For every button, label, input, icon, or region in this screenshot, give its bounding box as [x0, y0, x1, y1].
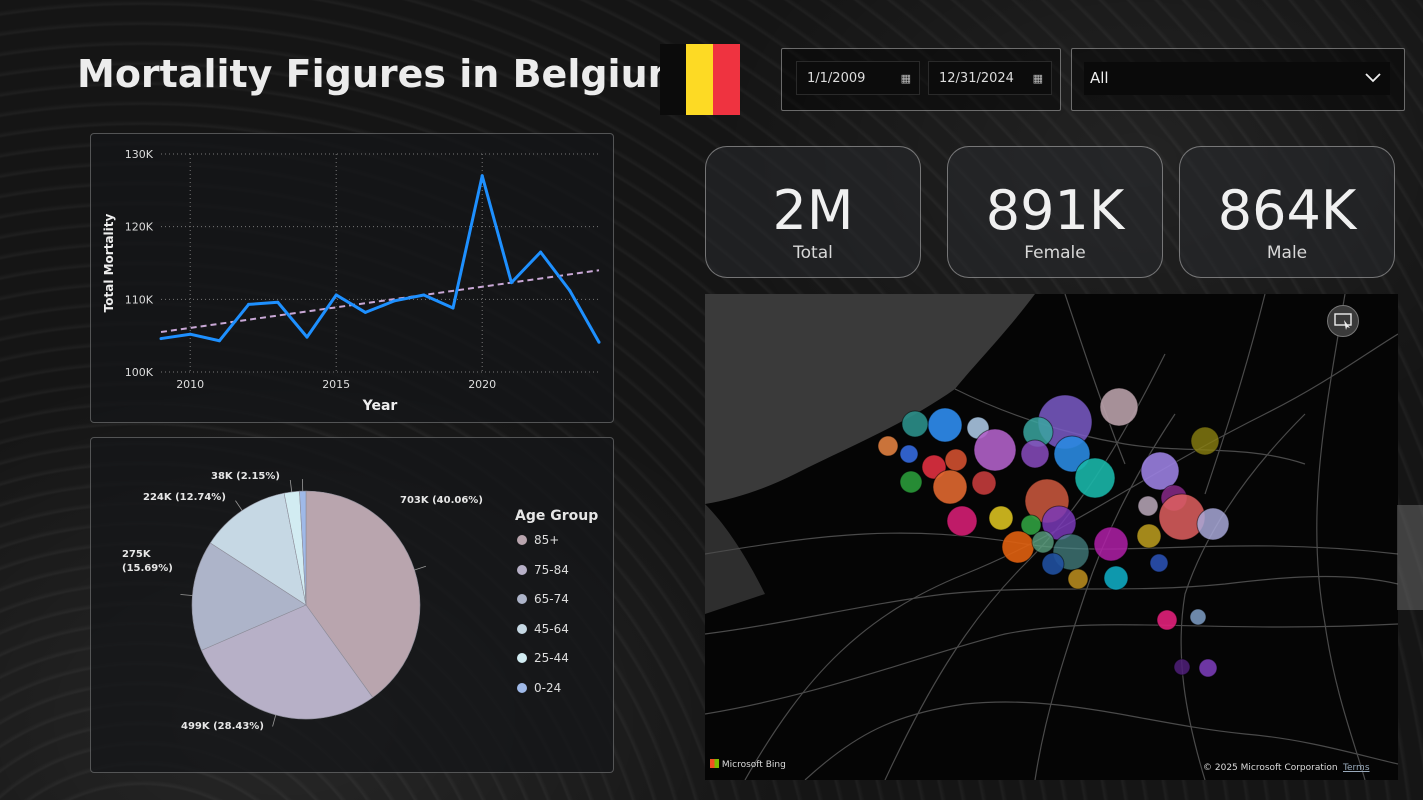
map-visual[interactable]: Microsoft Bing © 2025 Microsoft Corporat… [705, 294, 1398, 780]
data-point [247, 302, 251, 306]
x-axis-title: Year [362, 398, 398, 414]
pie-slice [209, 492, 307, 606]
data-point [451, 306, 455, 310]
legend-item[interactable]: 0-24 [517, 680, 561, 696]
bing-logo: Microsoft Bing [710, 759, 786, 770]
leader-line [180, 594, 193, 596]
age-group-pie-chart[interactable] [90, 437, 612, 771]
line-chart-panel: 100K 110K 120K 130K 2010 2015 2020 Year Total Mo… [90, 133, 614, 423]
pie-label-25-44: 38K (2.15%) [211, 471, 280, 482]
pie-slice [305, 490, 421, 698]
legend-label: 65-74 [534, 592, 569, 606]
focus-mode-icon[interactable] [1327, 305, 1359, 337]
date-range-slicer: 1/1/2009 ▦ 12/31/2024 ▦ [781, 48, 1061, 111]
pie-label-85plus: 703K (40.06%) [400, 495, 483, 506]
legend-dot [517, 565, 527, 575]
legend-item[interactable]: 65-74 [517, 591, 569, 607]
city-bubbles [877, 387, 1230, 678]
legend-item[interactable]: 85+ [517, 532, 559, 548]
legend-dot [517, 624, 527, 634]
legend-item[interactable]: 25-44 [517, 650, 569, 666]
legend-dot [517, 653, 527, 663]
data-point [334, 293, 338, 297]
sea-area [705, 504, 765, 614]
map-canvas[interactable] [705, 294, 1398, 780]
data-point [188, 332, 192, 336]
x-tick-label: 2020 [468, 378, 496, 391]
data-point [393, 299, 397, 303]
x-tick-label: 2015 [322, 378, 350, 391]
pie-slice [201, 604, 374, 720]
map-provider: Microsoft Bing [721, 760, 786, 770]
data-point [509, 281, 513, 285]
data-point [363, 310, 367, 314]
legend-dot [517, 594, 527, 604]
data-point [217, 339, 221, 343]
legend-label: 25-44 [534, 651, 569, 665]
kpi-label: Male [1266, 243, 1308, 263]
belgium-flag [660, 44, 740, 115]
series-line [160, 174, 601, 343]
pie-slice [191, 542, 307, 651]
kpi-label: Female [1024, 243, 1086, 263]
start-date-value: 1/1/2009 [807, 71, 866, 86]
calendar-icon[interactable]: ▦ [1032, 72, 1043, 85]
data-point [276, 300, 280, 304]
pie-label-65-74-pct: (15.69%) [122, 563, 173, 574]
data-point [568, 289, 572, 293]
end-date-input[interactable]: 12/31/2024 ▦ [928, 61, 1052, 95]
leader-line [272, 714, 277, 727]
mortality-line-chart[interactable]: 100K 110K 120K 130K 2010 2015 2020 Year Total Mo… [91, 134, 613, 422]
start-date-input[interactable]: 1/1/2009 ▦ [796, 61, 920, 95]
leader-line [235, 500, 243, 511]
data-point [597, 340, 601, 344]
y-tick-label: 120K [125, 221, 154, 234]
pie-label-75-84: 499K (28.43%) [181, 721, 264, 732]
y-tick-label: 130K [125, 148, 154, 161]
dropdown-field[interactable]: All [1084, 62, 1390, 95]
calendar-icon[interactable]: ▦ [900, 72, 911, 85]
map-copyright: © 2025 Microsoft Corporation [1203, 763, 1338, 773]
data-point [305, 335, 309, 339]
end-date-value: 12/31/2024 [939, 71, 1014, 86]
page-scrollbar[interactable] [1397, 505, 1423, 610]
kpi-value: 2M [772, 179, 854, 242]
legend-item[interactable]: 75-84 [517, 562, 569, 578]
kpi-label: Total [793, 243, 833, 263]
legend-dot [517, 535, 527, 545]
legend-label: 75-84 [534, 563, 569, 577]
kpi-value: 864K [1217, 179, 1357, 242]
dropdown-value: All [1090, 69, 1109, 87]
kpi-card-male: 864K Male [1179, 146, 1395, 278]
legend-item[interactable]: 45-64 [517, 621, 569, 637]
legend-label: 45-64 [534, 622, 569, 636]
data-point [422, 293, 426, 297]
legend-dot [517, 683, 527, 693]
x-tick-label: 2010 [176, 378, 204, 391]
legend-title: Age Group [515, 508, 599, 524]
map-terms-link[interactable]: Terms [1343, 763, 1370, 773]
legend-label: 0-24 [534, 681, 562, 695]
y-tick-label: 110K [125, 293, 154, 306]
kpi-card-female: 891K Female [947, 146, 1163, 278]
data-point [159, 337, 163, 341]
y-tick-label: 100K [125, 366, 154, 379]
data-point [480, 174, 484, 178]
page-title: Mortality Figures in Belgium [77, 52, 688, 96]
chevron-down-icon[interactable] [1364, 68, 1382, 86]
y-axis-title: Total Mortality [102, 213, 116, 312]
kpi-value: 891K [985, 179, 1125, 242]
sea-area [705, 294, 1035, 504]
data-point [539, 250, 543, 254]
focus-mode-glyph [1334, 313, 1352, 330]
pie-label-65-74-value: 275K [122, 549, 151, 560]
leader-line [289, 479, 293, 492]
kpi-card-total: 2M Total [705, 146, 921, 278]
filter-dropdown[interactable]: All [1071, 48, 1405, 111]
microsoft-logo-icon [710, 759, 719, 768]
pie-label-45-64: 224K (12.74%) [143, 492, 226, 503]
leader-line [414, 565, 427, 571]
trend-line [160, 269, 600, 334]
legend-label: 85+ [534, 533, 560, 547]
